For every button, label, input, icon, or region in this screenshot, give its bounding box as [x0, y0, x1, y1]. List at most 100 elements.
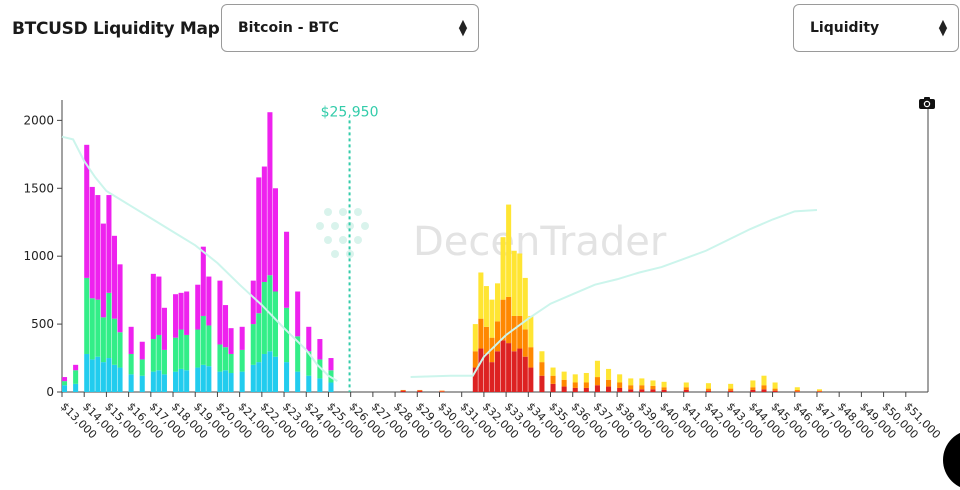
- y-tick-label: 1000: [23, 249, 54, 263]
- short-liquidity-bar-orange: [483, 326, 489, 354]
- watermark-dot: [331, 250, 339, 258]
- short-liquidity-bar-red: [561, 386, 567, 392]
- long-liquidity-bar-magenta: [256, 177, 262, 314]
- short-liquidity-bar-orange: [517, 315, 523, 349]
- long-liquidity-bar-green: [261, 281, 267, 354]
- long-liquidity-bar-magenta: [156, 276, 162, 335]
- long-liquidity-bar-cyan: [111, 364, 118, 392]
- long-liquidity-bar-cyan: [195, 367, 201, 392]
- short-liquidity-bar-orange: [561, 379, 567, 387]
- long-liquidity-bar-cyan: [239, 371, 245, 392]
- short-liquidity-bar-yellow: [572, 374, 578, 383]
- long-liquidity-bar-magenta: [328, 358, 334, 371]
- long-liquidity-bar-green: [95, 299, 101, 357]
- long-liquidity-bar-green: [195, 329, 201, 368]
- short-liquidity-bar-yellow: [478, 272, 484, 319]
- short-liquidity-bar-orange: [528, 347, 534, 368]
- mode-select-value: Liquidity: [810, 20, 880, 36]
- short-liquidity-bar-orange: [639, 385, 645, 390]
- long-liquidity-bar-cyan: [178, 368, 184, 392]
- short-liquidity-bar-orange: [472, 351, 478, 368]
- short-liquidity-bar-red: [683, 389, 689, 392]
- short-liquidity-bar-yellow: [500, 237, 506, 300]
- y-tick-label: 500: [31, 317, 54, 331]
- short-liquidity-bar-yellow: [761, 375, 767, 386]
- long-liquidity-bar-magenta: [206, 276, 212, 326]
- short-liquidity-bar-orange: [439, 390, 445, 392]
- long-liquidity-bar-cyan: [256, 362, 262, 392]
- long-liquidity-bar-green: [317, 359, 323, 379]
- long-liquidity-bar-magenta: [73, 364, 79, 371]
- long-liquidity-bar-cyan: [89, 359, 95, 392]
- y-tick-label: 2000: [23, 113, 54, 127]
- long-liquidity-bar-magenta: [306, 326, 312, 352]
- watermark-logo: [316, 208, 369, 258]
- watermark-dot: [339, 236, 347, 244]
- long-liquidity-bar-magenta: [222, 305, 229, 348]
- long-liquidity-bar-magenta: [284, 231, 290, 308]
- short-liquidity-bar-red: [583, 387, 589, 392]
- short-liquidity-bar-orange: [417, 389, 423, 391]
- short-liquidity-bar-orange: [628, 385, 634, 390]
- long-liquidity-bar-cyan: [328, 382, 334, 392]
- long-liquidity-bar-green: [117, 332, 123, 368]
- short-liquidity-bar-orange: [661, 387, 667, 390]
- short-liquidity-bar-orange: [816, 390, 823, 392]
- short-liquidity-bar-yellow: [683, 382, 689, 388]
- camera-icon[interactable]: [918, 96, 936, 110]
- short-liquidity-bar-orange: [506, 296, 512, 344]
- short-liquidity-bar-red: [705, 390, 711, 392]
- long-liquidity-bar-green: [106, 292, 112, 359]
- short-liquidity-bar-yellow: [628, 378, 634, 386]
- mode-select[interactable]: Liquidity ▲ ▼: [793, 4, 959, 52]
- short-liquidity-bar-yellow: [472, 324, 478, 352]
- short-liquidity-bar-red: [606, 386, 612, 392]
- long-liquidity-bar-cyan: [306, 375, 312, 392]
- long-liquidity-bar-magenta: [267, 112, 273, 276]
- short-liquidity-bar-orange: [572, 382, 578, 388]
- coin-select[interactable]: Bitcoin - BTC ▲ ▼: [221, 4, 479, 52]
- short-liquidity-bar-red: [539, 375, 545, 392]
- short-liquidity-bar-red: [661, 389, 667, 392]
- long-liquidity-bar-green: [84, 277, 90, 354]
- long-liquidity-bar-magenta: [84, 144, 90, 278]
- short-liquidity-bar-yellow: [617, 374, 623, 383]
- short-liquidity-bar-red: [772, 390, 778, 392]
- long-liquidity-bar-magenta: [239, 326, 245, 350]
- watermark-dot: [339, 208, 347, 216]
- y-tick-label: 0: [46, 385, 54, 399]
- short-liquidity-bar-orange: [500, 299, 506, 341]
- long-liquidity-bar-magenta: [317, 339, 323, 360]
- short-liquidity-bar-orange: [728, 388, 734, 391]
- long-liquidity-bar-magenta: [100, 223, 106, 318]
- short-liquidity-bar-orange: [772, 388, 778, 391]
- short-liquidity-bar-yellow: [517, 253, 523, 316]
- long-liquidity-bar-green: [239, 349, 245, 372]
- short-liquidity-bar-orange: [511, 315, 517, 352]
- short-liquidity-bar-yellow: [639, 378, 645, 386]
- short-liquidity-bar-orange: [478, 318, 484, 349]
- long-liquidity-bar-magenta: [195, 284, 201, 330]
- long-liquidity-bar-magenta: [128, 326, 134, 354]
- short-liquidity-bar-red: [439, 391, 445, 392]
- short-liquidity-bar-red: [528, 367, 534, 392]
- long-liquidity-bar-green: [62, 381, 68, 386]
- short-liquidity-bar-orange: [550, 375, 556, 384]
- page-title: BTCUSD Liquidity Map: [12, 19, 220, 39]
- short-liquidity-bar-orange: [683, 387, 689, 390]
- long-liquidity-bar-cyan: [73, 383, 79, 392]
- long-liquidity-bar-cyan: [62, 385, 68, 392]
- short-liquidity-bar-red: [417, 390, 423, 392]
- long-liquidity-bar-green: [178, 329, 184, 369]
- long-liquidity-bar-magenta: [272, 188, 278, 292]
- watermark-dot: [324, 236, 332, 244]
- long-liquidity-bar-green: [222, 347, 229, 371]
- long-liquidity-bar-green: [250, 324, 256, 365]
- long-liquidity-bar-magenta: [173, 294, 179, 338]
- short-liquidity-bar-orange: [794, 389, 800, 392]
- long-liquidity-bar-green: [206, 325, 212, 367]
- long-liquidity-bar-magenta: [111, 235, 118, 319]
- long-liquidity-bar-green: [139, 359, 145, 376]
- short-liquidity-bar-orange: [539, 362, 545, 376]
- long-liquidity-bar-green: [284, 307, 290, 363]
